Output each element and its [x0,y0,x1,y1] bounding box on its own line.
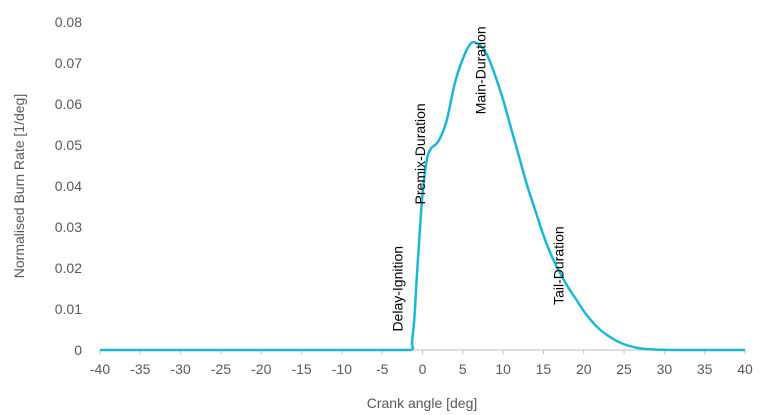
x-tick-label: -10 [332,361,352,377]
y-tick-label: 0.02 [55,260,82,276]
x-tick-label: 30 [657,361,673,377]
y-tick-label: 0.01 [55,301,82,317]
y-tick-label: 0.08 [55,14,82,30]
x-tick-label: -30 [171,361,191,377]
phase-annotation: Tail-Duration [551,226,567,305]
x-tick-label: 10 [495,361,511,377]
phase-annotation: Delay-Ignition [389,246,405,332]
x-tick-label: 20 [576,361,592,377]
x-tick-label: -40 [90,361,110,377]
y-tick-label: 0.03 [55,219,82,235]
y-tick-label: 0.05 [55,137,82,153]
y-axis-title: Normalised Burn Rate [1/deg] [11,94,27,278]
x-tick-label: 0 [419,361,427,377]
x-tick-label: 25 [616,361,632,377]
x-tick-label: -35 [130,361,150,377]
burn-rate-series-line [100,40,745,352]
phase-annotation: Main-Duration [472,26,488,114]
x-tick-label: 15 [536,361,552,377]
x-tick-label: -20 [251,361,271,377]
y-tick-label: 0.06 [55,96,82,112]
x-tick-label: 5 [459,361,467,377]
x-tick-label: -15 [291,361,311,377]
y-tick-label: 0.07 [55,55,82,71]
y-tick-label: 0.04 [55,178,82,194]
x-tick-label: -5 [376,361,389,377]
phase-annotation: Premix-Duration [412,103,428,204]
x-tick-label: -25 [211,361,231,377]
x-axis-title: Crank angle [deg] [367,395,478,411]
x-tick-label: 35 [697,361,713,377]
x-tick-label: 40 [737,361,753,377]
y-tick-label: 0 [74,342,82,358]
